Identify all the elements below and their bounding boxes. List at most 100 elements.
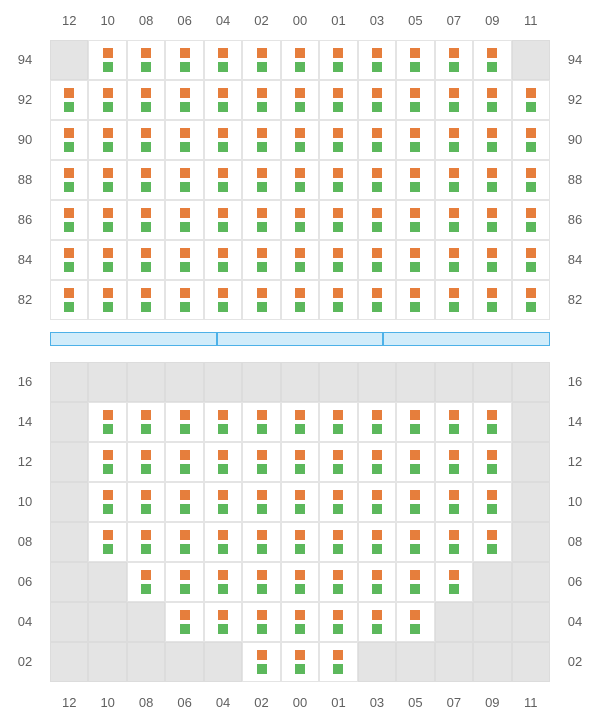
seat-cell[interactable] <box>435 402 473 442</box>
seat-cell[interactable] <box>473 442 511 482</box>
seat-cell[interactable] <box>88 522 126 562</box>
seat-cell[interactable] <box>319 522 357 562</box>
seat-cell[interactable] <box>88 120 126 160</box>
seat-cell[interactable] <box>204 280 242 320</box>
seat-cell[interactable] <box>358 160 396 200</box>
seat-cell[interactable] <box>319 280 357 320</box>
seat-cell[interactable] <box>242 482 280 522</box>
seat-cell[interactable] <box>473 402 511 442</box>
seat-cell[interactable] <box>242 402 280 442</box>
seat-cell[interactable] <box>512 200 550 240</box>
seat-cell[interactable] <box>165 80 203 120</box>
seat-cell[interactable] <box>242 240 280 280</box>
seat-cell[interactable] <box>127 442 165 482</box>
seat-cell[interactable] <box>88 442 126 482</box>
seat-cell[interactable] <box>165 522 203 562</box>
seat-cell[interactable] <box>88 40 126 80</box>
seat-cell[interactable] <box>358 442 396 482</box>
seat-cell[interactable] <box>281 120 319 160</box>
seat-cell[interactable] <box>396 240 434 280</box>
seat-cell[interactable] <box>396 80 434 120</box>
seat-cell[interactable] <box>165 562 203 602</box>
seat-cell[interactable] <box>396 200 434 240</box>
seat-cell[interactable] <box>204 160 242 200</box>
seat-cell[interactable] <box>50 280 88 320</box>
seat-cell[interactable] <box>204 482 242 522</box>
seat-cell[interactable] <box>512 240 550 280</box>
seat-cell[interactable] <box>319 602 357 642</box>
seat-cell[interactable] <box>358 120 396 160</box>
seat-cell[interactable] <box>281 522 319 562</box>
seat-cell[interactable] <box>281 160 319 200</box>
seat-cell[interactable] <box>50 120 88 160</box>
seat-cell[interactable] <box>473 120 511 160</box>
seat-cell[interactable] <box>473 482 511 522</box>
seat-cell[interactable] <box>319 562 357 602</box>
seat-cell[interactable] <box>50 200 88 240</box>
seat-cell[interactable] <box>88 280 126 320</box>
seat-cell[interactable] <box>512 80 550 120</box>
seat-cell[interactable] <box>204 562 242 602</box>
seat-cell[interactable] <box>204 402 242 442</box>
seat-cell[interactable] <box>435 160 473 200</box>
seat-cell[interactable] <box>88 402 126 442</box>
seat-cell[interactable] <box>165 402 203 442</box>
seat-cell[interactable] <box>396 522 434 562</box>
seat-cell[interactable] <box>319 80 357 120</box>
seat-cell[interactable] <box>242 602 280 642</box>
seat-cell[interactable] <box>473 160 511 200</box>
seat-cell[interactable] <box>165 160 203 200</box>
seat-cell[interactable] <box>204 120 242 160</box>
seat-cell[interactable] <box>512 160 550 200</box>
seat-cell[interactable] <box>127 80 165 120</box>
seat-cell[interactable] <box>319 482 357 522</box>
seat-cell[interactable] <box>242 522 280 562</box>
seat-cell[interactable] <box>473 240 511 280</box>
seat-cell[interactable] <box>127 522 165 562</box>
seat-cell[interactable] <box>242 80 280 120</box>
seat-cell[interactable] <box>127 482 165 522</box>
seat-cell[interactable] <box>88 240 126 280</box>
seat-cell[interactable] <box>127 120 165 160</box>
seat-cell[interactable] <box>50 80 88 120</box>
seat-cell[interactable] <box>319 200 357 240</box>
seat-cell[interactable] <box>435 120 473 160</box>
seat-cell[interactable] <box>242 120 280 160</box>
seat-cell[interactable] <box>358 280 396 320</box>
seat-cell[interactable] <box>396 482 434 522</box>
seat-cell[interactable] <box>127 40 165 80</box>
seat-cell[interactable] <box>319 40 357 80</box>
seat-cell[interactable] <box>281 240 319 280</box>
seat-cell[interactable] <box>281 200 319 240</box>
seat-cell[interactable] <box>396 402 434 442</box>
seat-cell[interactable] <box>242 442 280 482</box>
seat-cell[interactable] <box>281 602 319 642</box>
seat-cell[interactable] <box>358 482 396 522</box>
seat-cell[interactable] <box>473 80 511 120</box>
seat-cell[interactable] <box>204 240 242 280</box>
seat-cell[interactable] <box>281 40 319 80</box>
seat-cell[interactable] <box>512 120 550 160</box>
seat-cell[interactable] <box>319 442 357 482</box>
seat-cell[interactable] <box>127 562 165 602</box>
seat-cell[interactable] <box>281 562 319 602</box>
seat-cell[interactable] <box>127 160 165 200</box>
seat-cell[interactable] <box>204 80 242 120</box>
seat-cell[interactable] <box>473 522 511 562</box>
seat-cell[interactable] <box>88 80 126 120</box>
seat-cell[interactable] <box>242 200 280 240</box>
seat-cell[interactable] <box>281 482 319 522</box>
seat-cell[interactable] <box>204 200 242 240</box>
seat-cell[interactable] <box>358 522 396 562</box>
seat-cell[interactable] <box>396 280 434 320</box>
seat-cell[interactable] <box>165 482 203 522</box>
seat-cell[interactable] <box>473 280 511 320</box>
seat-cell[interactable] <box>281 442 319 482</box>
seat-cell[interactable] <box>242 280 280 320</box>
seat-cell[interactable] <box>242 160 280 200</box>
seat-cell[interactable] <box>358 40 396 80</box>
seat-cell[interactable] <box>165 240 203 280</box>
seat-cell[interactable] <box>319 642 357 682</box>
seat-cell[interactable] <box>242 40 280 80</box>
seat-cell[interactable] <box>435 240 473 280</box>
